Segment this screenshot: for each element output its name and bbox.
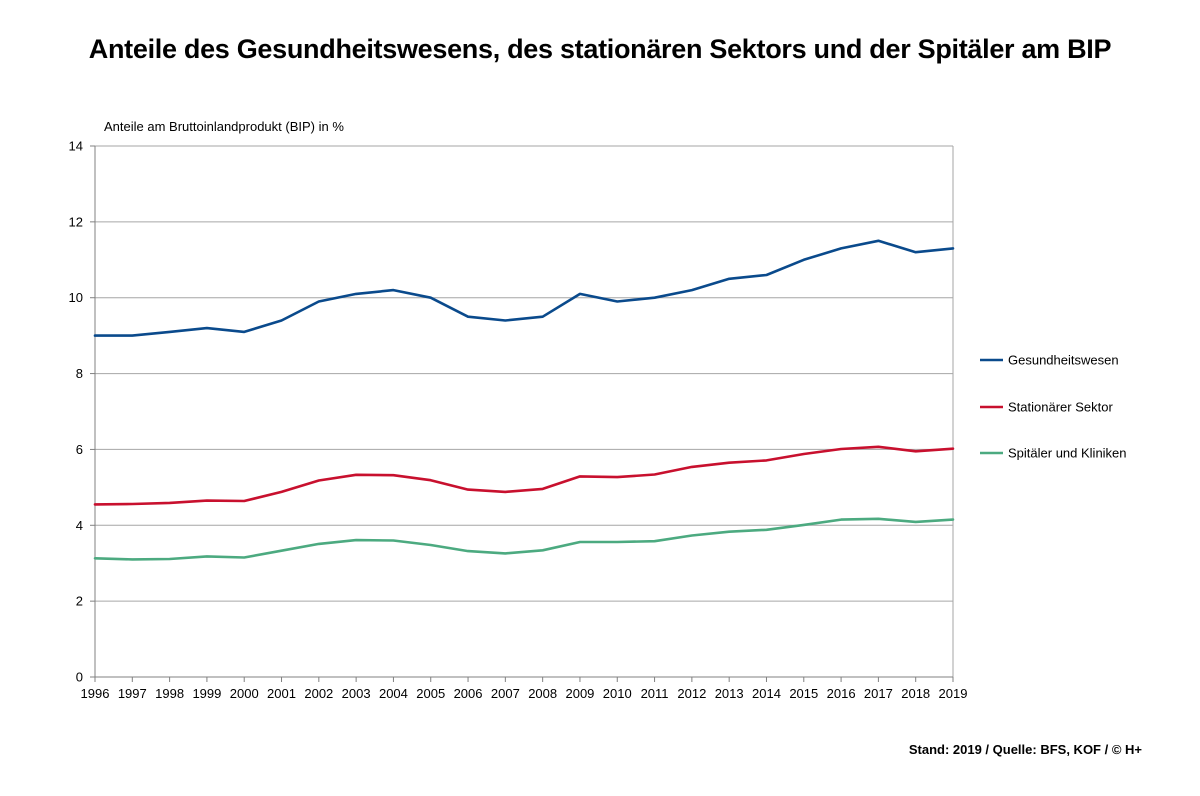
x-tick-label: 1997 (118, 686, 147, 701)
y-tick-label: 10 (69, 290, 83, 305)
x-tick-label: 1998 (155, 686, 184, 701)
x-tick-label: 2009 (565, 686, 594, 701)
y-tick-label: 6 (76, 442, 83, 457)
x-tick-label: 2016 (827, 686, 856, 701)
x-tick-label: 2013 (715, 686, 744, 701)
y-tick-label: 14 (69, 139, 83, 154)
x-tick-label: 2003 (342, 686, 371, 701)
legend-label: Gesundheitswesen (1008, 353, 1119, 368)
series-line-3 (93, 517, 955, 561)
legend: Gesundheitswesen Stationärer Sektor Spitäl… (980, 353, 1127, 461)
series-lines (93, 239, 955, 561)
axes (94, 146, 954, 678)
x-tick-label: 2018 (901, 686, 930, 701)
x-tick-label: 2004 (379, 686, 408, 701)
source-note: Stand: 2019 / Quelle: BFS, KOF / © H+ (908, 742, 1142, 757)
y-axis-ticks: 0 2 4 6 8 10 12 14 (69, 139, 95, 685)
x-tick-label: 2000 (230, 686, 259, 701)
x-tick-label: 2005 (416, 686, 445, 701)
y-tick-label: 12 (69, 214, 83, 229)
series-line-2 (93, 445, 955, 506)
y-tick-label: 0 (76, 670, 83, 685)
y-axis-label: Anteile am Bruttoinlandprodukt (BIP) in … (104, 119, 344, 134)
x-tick-label: 2007 (491, 686, 520, 701)
x-tick-label: 2006 (454, 686, 483, 701)
x-tick-label: 2019 (939, 686, 968, 701)
x-tick-label: 2002 (304, 686, 333, 701)
series-line-1 (93, 239, 955, 337)
x-tick-label: 1999 (192, 686, 221, 701)
x-tick-label: 2012 (677, 686, 706, 701)
legend-label: Spitäler und Kliniken (1008, 446, 1127, 461)
chart-title: Anteile des Gesundheitswesens, des stati… (88, 34, 1112, 64)
legend-label: Stationärer Sektor (1008, 400, 1113, 415)
x-tick-label: 2011 (641, 686, 669, 701)
x-tick-label: 1996 (81, 686, 110, 701)
y-tick-label: 2 (76, 594, 83, 609)
y-tick-label: 4 (76, 518, 83, 533)
x-tick-label: 2014 (752, 686, 781, 701)
gridlines (95, 145, 953, 602)
x-tick-label: 2008 (528, 686, 557, 701)
x-tick-label: 2010 (603, 686, 632, 701)
y-tick-label: 8 (76, 366, 83, 381)
x-tick-label: 2017 (864, 686, 893, 701)
x-tick-label: 2015 (789, 686, 818, 701)
x-tick-label: 2001 (267, 686, 296, 701)
x-axis-ticks: 1996 1997 1998 1999 2000 2001 2002 2003 2004 2005… (81, 677, 968, 701)
